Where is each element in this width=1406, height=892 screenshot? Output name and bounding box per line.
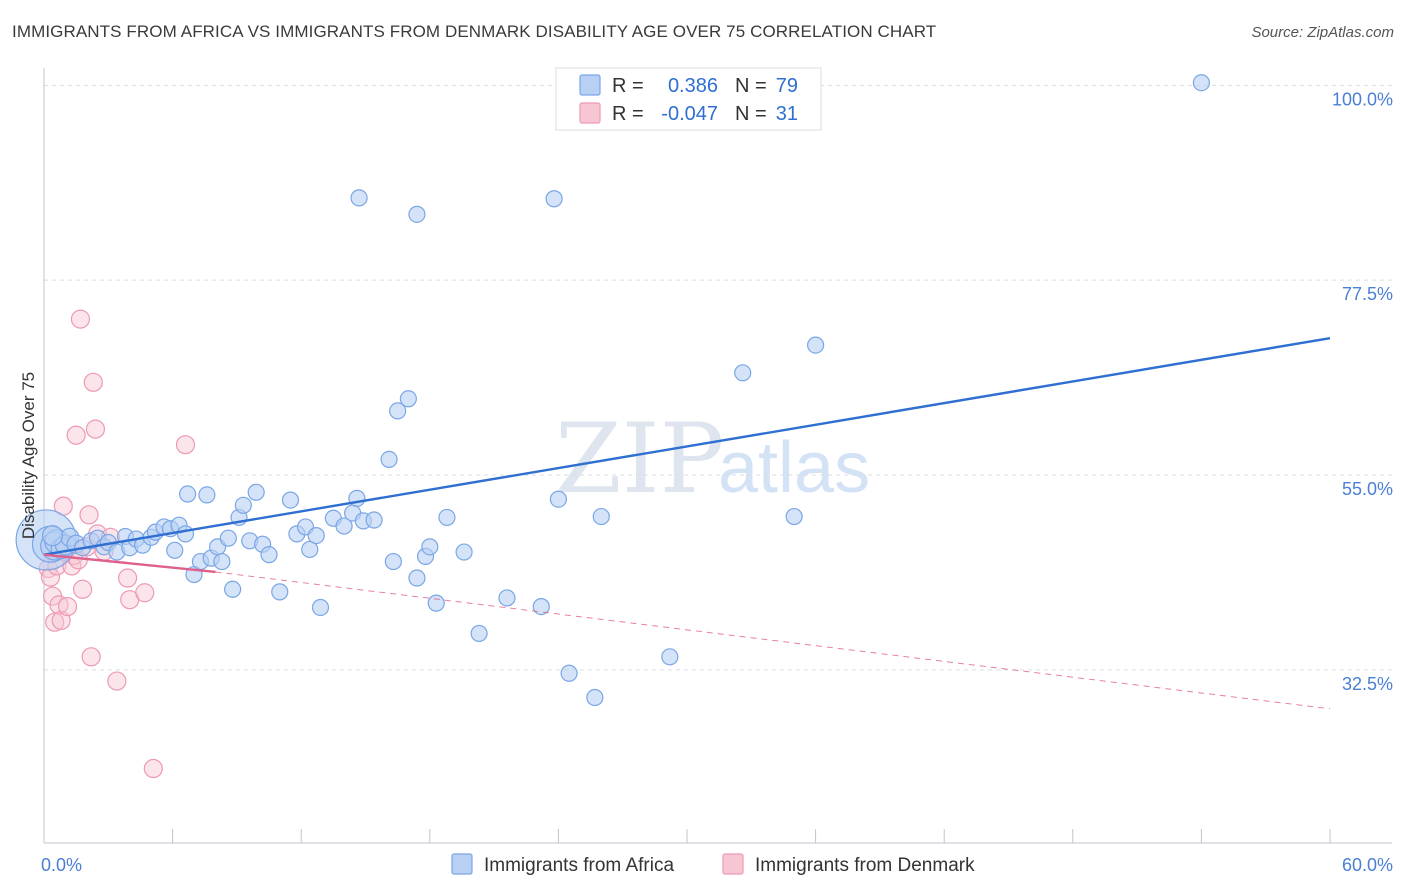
x-tick-labels: 0.0% 60.0%: [41, 855, 1393, 875]
denmark-point-19: [81, 647, 101, 667]
africa-point-76: [545, 190, 563, 208]
africa-point-44: [301, 540, 319, 559]
africa-point-35: [234, 496, 252, 514]
y-tick-label-0: 100.0%: [1332, 89, 1393, 109]
africa-point-57: [408, 569, 426, 587]
y-tick-label-1: 77.5%: [1342, 284, 1393, 304]
africa-point-62: [455, 543, 473, 561]
africa-point-73: [806, 336, 825, 354]
legend-swatch-denmark: [579, 102, 601, 124]
africa-point-40: [271, 583, 289, 601]
trend-lines: [43, 336, 1331, 710]
africa-point-24: [176, 525, 195, 543]
africa-point-74: [350, 189, 368, 207]
africa-point-33: [224, 580, 242, 598]
africa-point-37: [247, 483, 265, 501]
africa-point-56: [399, 390, 417, 408]
africa-point-77: [1192, 74, 1211, 92]
series-legend-swatch-africa: [451, 853, 473, 875]
denmark-point-9: [57, 597, 78, 617]
y-tick-labels: 100.0% 77.5% 55.0% 32.5%: [1332, 89, 1393, 693]
legend-n-value-denmark: 31: [776, 103, 798, 125]
y-tick-label-3: 32.5%: [1342, 674, 1393, 694]
africa-point-71: [734, 364, 752, 382]
legend-r-label-denmark: R =: [612, 103, 644, 125]
x-tick-label-0: 0.0%: [41, 855, 82, 875]
africa-point-54: [384, 552, 402, 571]
legend-r-value-denmark: -0.047: [661, 103, 718, 125]
africa-point-46: [311, 598, 330, 617]
africa-point-68: [586, 688, 604, 707]
africa-point-72: [785, 507, 803, 526]
africa-point-48: [335, 517, 353, 535]
watermark-atlas: atlas: [718, 428, 870, 508]
africa-point-65: [532, 598, 550, 616]
africa-point-41: [281, 491, 300, 509]
watermark-zip: ZIP: [555, 403, 724, 515]
axes: [43, 68, 1392, 844]
africa-points: [15, 74, 1211, 707]
series-legend-label-africa: Immigrants from Africa: [484, 855, 674, 876]
watermark: ZIP atlas: [555, 403, 870, 515]
africa-point-25: [179, 485, 197, 503]
africa-point-69: [592, 507, 610, 526]
x-tick-label-1: 60.0%: [1342, 855, 1393, 875]
series-legend-label-denmark: Immigrants from Denmark: [755, 855, 975, 876]
africa-point-31: [213, 552, 231, 571]
source-credit: Source: ZipAtlas.com: [1251, 24, 1394, 41]
correlation-legend: R = 0.386 N = 79 R = -0.047 N = 31: [555, 67, 822, 131]
africa-point-59: [421, 538, 439, 556]
africa-point-66: [549, 490, 568, 508]
legend-swatch-africa: [579, 74, 601, 96]
legend-n-value-africa: 79: [776, 75, 798, 97]
africa-point-60: [427, 594, 445, 612]
africa-point-55: [389, 402, 407, 420]
chart-title: IMMIGRANTS FROM AFRICA VS IMMIGRANTS FRO…: [12, 22, 937, 41]
y-tick-label-2: 55.0%: [1342, 479, 1393, 499]
denmark-point-29: [143, 758, 163, 779]
legend-n-label-africa: N =: [735, 75, 767, 97]
denmark-point-15: [70, 309, 91, 329]
denmark-point-25: [107, 671, 127, 691]
denmark-point-16: [72, 579, 93, 599]
series-legend: Immigrants from Africa Immigrants from D…: [451, 853, 975, 876]
africa-point-61: [438, 508, 456, 527]
africa-point-70: [661, 648, 679, 666]
africa-point-32: [219, 529, 237, 547]
denmark-point-28: [135, 583, 155, 603]
africa-point-75: [408, 205, 426, 223]
denmark-trend-extension: [215, 571, 1331, 710]
africa-point-78: [41, 524, 64, 547]
africa-point-53: [380, 450, 398, 468]
denmark-point-13: [66, 425, 86, 445]
y-axis-title: Disability Age Over 75: [19, 372, 38, 539]
denmark-point-26: [117, 568, 138, 588]
legend-r-value-africa: 0.386: [668, 75, 718, 97]
africa-point-52: [365, 511, 383, 529]
denmark-point-20: [83, 372, 103, 392]
africa-point-28: [198, 486, 216, 504]
africa-point-63: [470, 624, 488, 643]
africa-point-22: [166, 541, 184, 559]
denmark-point-30: [175, 435, 196, 455]
gridlines: [44, 84, 1392, 671]
denmark-point-21: [85, 419, 106, 439]
denmark-trend-line: [43, 553, 216, 574]
denmark-point-18: [79, 505, 99, 525]
legend-n-label-denmark: N =: [735, 103, 767, 125]
africa-trend-line: [43, 336, 1331, 556]
africa-point-64: [498, 589, 516, 607]
legend-r-label-africa: R =: [612, 75, 644, 97]
africa-point-45: [307, 526, 325, 545]
series-legend-swatch-denmark: [722, 853, 744, 875]
africa-point-67: [560, 664, 578, 682]
africa-point-39: [260, 546, 278, 564]
